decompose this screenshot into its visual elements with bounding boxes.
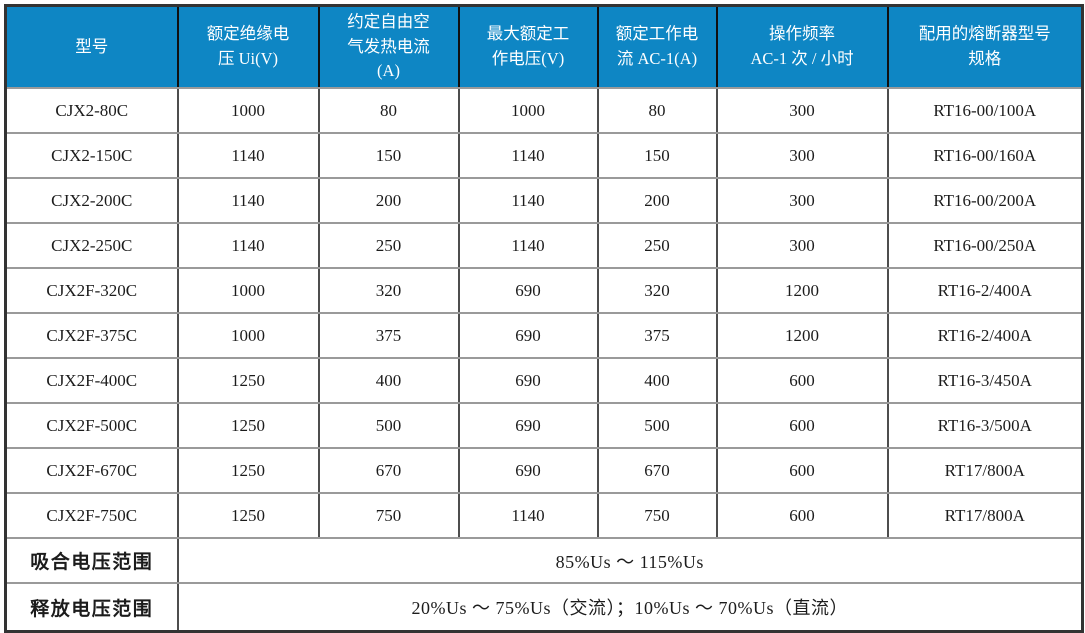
cell-max-rated-working-voltage: 1140 — [457, 132, 599, 179]
cell-rated-working-current: 150 — [596, 132, 718, 179]
column-header-max-rated-working-voltage: 最大额定工 作电压(V) — [457, 5, 599, 89]
cell-fuse-spec: RT16-00/160A — [886, 132, 1084, 179]
table-row: CJX2F-320C 1000 320 690 320 1200 RT16-2/400A — [4, 267, 1084, 314]
table-row: CJX2-200C 1140 200 1140 200 300 RT16-00/200A — [4, 177, 1084, 224]
spec-table-page: 型号 额定绝缘电 压 Ui(V) 约定自由空 气发热电流 (A) 最大额定工 作电压(… — [4, 4, 1084, 633]
cell-model: CJX2F-320C — [4, 267, 179, 314]
cell-rated-working-current: 80 — [596, 87, 718, 134]
footer-row-value: 85%Us ～ 115%Us — [176, 537, 1084, 584]
cell-rated-working-current: 250 — [596, 222, 718, 269]
cell-conventional-thermal-current: 750 — [317, 492, 460, 539]
table-row: CJX2F-500C 1250 500 690 500 600 RT16-3/500A — [4, 402, 1084, 449]
cell-model: CJX2-150C — [4, 132, 179, 179]
cell-conventional-thermal-current: 80 — [317, 87, 460, 134]
table-row: CJX2-150C 1140 150 1140 150 300 RT16-00/160A — [4, 132, 1084, 179]
cell-fuse-spec: RT16-00/100A — [886, 87, 1084, 134]
cell-fuse-spec: RT16-3/450A — [886, 357, 1084, 404]
cell-model: CJX2F-400C — [4, 357, 179, 404]
cell-operating-frequency: 300 — [715, 177, 889, 224]
cell-rated-working-current: 320 — [596, 267, 718, 314]
cell-max-rated-working-voltage: 690 — [457, 312, 599, 359]
table-row: CJX2-250C 1140 250 1140 250 300 RT16-00/250A — [4, 222, 1084, 269]
cell-rated-insulation-voltage: 1000 — [176, 312, 320, 359]
cell-max-rated-working-voltage: 690 — [457, 402, 599, 449]
cell-model: CJX2-250C — [4, 222, 179, 269]
column-header-fuse-spec: 配用的熔断器型号 规格 — [886, 5, 1084, 89]
cell-operating-frequency: 300 — [715, 132, 889, 179]
cell-fuse-spec: RT17/800A — [886, 447, 1084, 494]
cell-max-rated-working-voltage: 690 — [457, 357, 599, 404]
cell-max-rated-working-voltage: 690 — [457, 447, 599, 494]
cell-rated-working-current: 400 — [596, 357, 718, 404]
cell-rated-insulation-voltage: 1000 — [176, 87, 320, 134]
cell-model: CJX2-80C — [4, 87, 179, 134]
cell-max-rated-working-voltage: 1140 — [457, 492, 599, 539]
cell-max-rated-working-voltage: 690 — [457, 267, 599, 314]
cell-model: CJX2-200C — [4, 177, 179, 224]
cell-rated-insulation-voltage: 1140 — [176, 222, 320, 269]
cell-rated-insulation-voltage: 1250 — [176, 357, 320, 404]
cell-operating-frequency: 600 — [715, 402, 889, 449]
table-row: CJX2F-375C 1000 375 690 375 1200 RT16-2/400A — [4, 312, 1084, 359]
cell-operating-frequency: 300 — [715, 222, 889, 269]
cell-rated-working-current: 375 — [596, 312, 718, 359]
cell-rated-insulation-voltage: 1140 — [176, 177, 320, 224]
cell-fuse-spec: RT16-3/500A — [886, 402, 1084, 449]
contactor-spec-table: 型号 额定绝缘电 压 Ui(V) 约定自由空 气发热电流 (A) 最大额定工 作电压(… — [4, 4, 1084, 633]
cell-operating-frequency: 1200 — [715, 267, 889, 314]
cell-operating-frequency: 600 — [715, 357, 889, 404]
footer-row-label: 释放电压范围 — [4, 582, 179, 633]
cell-fuse-spec: RT16-00/200A — [886, 177, 1084, 224]
cell-conventional-thermal-current: 375 — [317, 312, 460, 359]
cell-model: CJX2F-750C — [4, 492, 179, 539]
cell-rated-insulation-voltage: 1250 — [176, 447, 320, 494]
footer-row: 吸合电压范围 85%Us ～ 115%Us — [4, 537, 1084, 584]
cell-rated-working-current: 670 — [596, 447, 718, 494]
cell-model: CJX2F-375C — [4, 312, 179, 359]
cell-operating-frequency: 600 — [715, 447, 889, 494]
cell-operating-frequency: 1200 — [715, 312, 889, 359]
cell-model: CJX2F-670C — [4, 447, 179, 494]
column-header-operating-frequency: 操作频率 AC-1 次 / 小时 — [715, 5, 889, 89]
cell-fuse-spec: RT16-00/250A — [886, 222, 1084, 269]
cell-max-rated-working-voltage: 1140 — [457, 222, 599, 269]
footer-row-value: 20%Us ～ 75%Us（交流）；10%Us ～ 70%Us（直流） — [176, 582, 1084, 633]
cell-conventional-thermal-current: 500 — [317, 402, 460, 449]
cell-conventional-thermal-current: 200 — [317, 177, 460, 224]
cell-fuse-spec: RT16-2/400A — [886, 267, 1084, 314]
table-header-row: 型号 额定绝缘电 压 Ui(V) 约定自由空 气发热电流 (A) 最大额定工 作电压(… — [4, 5, 1084, 89]
cell-max-rated-working-voltage: 1140 — [457, 177, 599, 224]
cell-rated-insulation-voltage: 1250 — [176, 402, 320, 449]
cell-rated-insulation-voltage: 1140 — [176, 132, 320, 179]
cell-rated-working-current: 750 — [596, 492, 718, 539]
cell-model: CJX2F-500C — [4, 402, 179, 449]
footer-row: 释放电压范围 20%Us ～ 75%Us（交流）；10%Us ～ 70%Us（直流… — [4, 582, 1084, 633]
cell-fuse-spec: RT16-2/400A — [886, 312, 1084, 359]
column-header-rated-working-current: 额定工作电 流 AC-1(A) — [596, 5, 718, 89]
table-row: CJX2F-400C 1250 400 690 400 600 RT16-3/450A — [4, 357, 1084, 404]
cell-operating-frequency: 600 — [715, 492, 889, 539]
table-row: CJX2F-670C 1250 670 690 670 600 RT17/800A — [4, 447, 1084, 494]
column-header-conventional-thermal-current: 约定自由空 气发热电流 (A) — [317, 5, 460, 89]
cell-rated-working-current: 500 — [596, 402, 718, 449]
cell-rated-insulation-voltage: 1250 — [176, 492, 320, 539]
table-row: CJX2F-750C 1250 750 1140 750 600 RT17/800A — [4, 492, 1084, 539]
cell-conventional-thermal-current: 250 — [317, 222, 460, 269]
cell-fuse-spec: RT17/800A — [886, 492, 1084, 539]
column-header-rated-insulation-voltage: 额定绝缘电 压 Ui(V) — [176, 5, 320, 89]
cell-conventional-thermal-current: 150 — [317, 132, 460, 179]
column-header-model: 型号 — [4, 5, 179, 89]
cell-conventional-thermal-current: 670 — [317, 447, 460, 494]
cell-conventional-thermal-current: 320 — [317, 267, 460, 314]
cell-rated-insulation-voltage: 1000 — [176, 267, 320, 314]
cell-max-rated-working-voltage: 1000 — [457, 87, 599, 134]
cell-conventional-thermal-current: 400 — [317, 357, 460, 404]
cell-rated-working-current: 200 — [596, 177, 718, 224]
cell-operating-frequency: 300 — [715, 87, 889, 134]
table-row: CJX2-80C 1000 80 1000 80 300 RT16-00/100A — [4, 87, 1084, 134]
footer-row-label: 吸合电压范围 — [4, 537, 179, 584]
